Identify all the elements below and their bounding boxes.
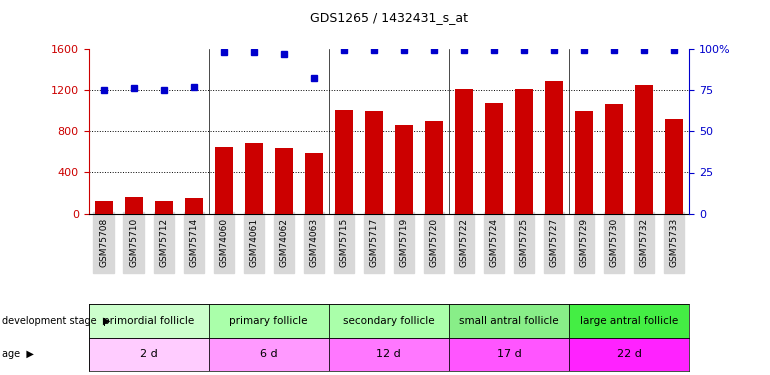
Text: secondary follicle: secondary follicle <box>343 316 434 326</box>
Text: small antral follicle: small antral follicle <box>459 316 559 326</box>
Bar <box>329 338 449 371</box>
Bar <box>365 111 383 214</box>
Text: primary follicle: primary follicle <box>229 316 308 326</box>
Bar <box>425 121 443 214</box>
Bar <box>215 147 233 214</box>
Bar <box>449 304 569 338</box>
Bar <box>275 148 293 214</box>
Text: primordial follicle: primordial follicle <box>103 316 194 326</box>
Bar <box>455 89 473 214</box>
Bar <box>605 104 623 214</box>
Text: 12 d: 12 d <box>377 350 401 359</box>
Bar <box>665 119 683 214</box>
Bar <box>125 197 142 214</box>
Text: 17 d: 17 d <box>497 350 521 359</box>
Text: age  ▶: age ▶ <box>2 350 34 359</box>
Text: 6 d: 6 d <box>260 350 277 359</box>
Bar <box>329 304 449 338</box>
Bar <box>449 338 569 371</box>
Bar <box>575 111 593 214</box>
Bar <box>485 104 503 214</box>
Bar <box>395 125 413 214</box>
Bar <box>209 304 329 338</box>
Text: 2 d: 2 d <box>139 350 158 359</box>
Bar <box>245 142 263 214</box>
Bar <box>209 338 329 371</box>
Bar <box>569 338 689 371</box>
Text: large antral follicle: large antral follicle <box>580 316 678 326</box>
Bar <box>185 198 203 214</box>
Bar <box>515 89 533 214</box>
Bar <box>569 304 689 338</box>
Text: GDS1265 / 1432431_s_at: GDS1265 / 1432431_s_at <box>310 11 468 24</box>
Bar <box>89 304 209 338</box>
Bar <box>545 81 563 214</box>
Text: 22 d: 22 d <box>617 350 641 359</box>
Bar <box>635 85 653 214</box>
Bar <box>305 153 323 214</box>
Bar <box>89 338 209 371</box>
Bar <box>155 201 172 214</box>
Bar <box>335 110 353 214</box>
Text: development stage  ▶: development stage ▶ <box>2 316 111 326</box>
Bar <box>95 201 112 214</box>
